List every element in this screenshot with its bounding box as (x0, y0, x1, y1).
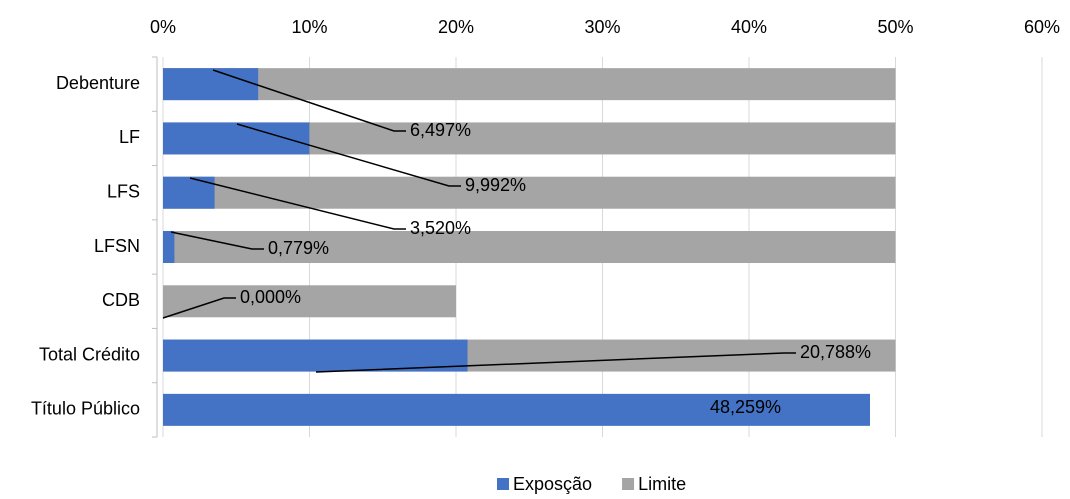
leader-line (189, 177, 406, 230)
bar (163, 339, 468, 372)
bar (163, 285, 456, 318)
leader-line (236, 123, 461, 187)
bar (163, 231, 896, 263)
data-label: 48,259% (710, 397, 781, 417)
leader-line (212, 69, 406, 132)
x-tick-label: 10% (291, 17, 327, 37)
data-label: 20,788% (800, 342, 871, 362)
bar (163, 68, 259, 101)
data-label: 6,497% (410, 120, 471, 140)
bar (163, 393, 870, 426)
legend-label: Limite (638, 474, 686, 494)
bar (163, 231, 175, 263)
data-label: 3,520% (410, 218, 471, 238)
y-tick-label: LFS (107, 181, 140, 201)
bar (163, 176, 896, 209)
leader-line (315, 352, 796, 373)
x-tick-label: 50% (877, 17, 913, 37)
legend-swatch (622, 478, 635, 490)
data-label: 0,000% (240, 287, 301, 307)
x-tick-label: 40% (731, 17, 767, 37)
bar (163, 68, 896, 101)
y-tick-label: Título Público (31, 399, 140, 419)
leader-line (170, 231, 264, 250)
data-label: 9,992% (465, 175, 526, 195)
y-tick-label: Debenture (56, 73, 140, 93)
y-tick-label: LFSN (94, 236, 140, 256)
data-label: 0,779% (268, 238, 329, 258)
legend-swatch (497, 478, 509, 490)
y-tick-label: CDB (102, 290, 140, 310)
leader-line (162, 297, 236, 319)
y-tick-label: LF (119, 127, 140, 147)
x-tick-label: 0% (150, 17, 176, 37)
x-tick-label: 60% (1024, 17, 1060, 37)
x-tick-label: 20% (438, 17, 474, 37)
y-tick-label: Total Crédito (39, 344, 140, 364)
x-tick-label: 30% (584, 17, 620, 37)
legend-label: Exposção (513, 474, 592, 494)
